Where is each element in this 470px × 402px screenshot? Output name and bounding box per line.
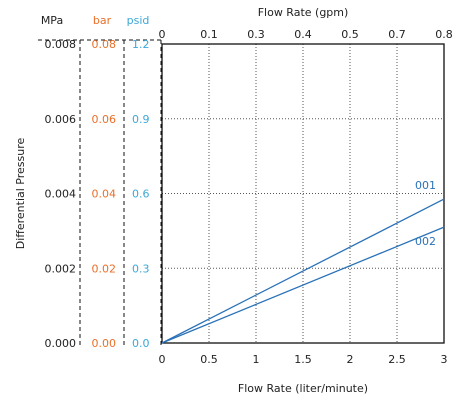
y-tick-label-mpa: 0.002 [45, 262, 77, 275]
x-top-tick-label: 0.7 [388, 28, 406, 41]
y-axis-unit-bar: bar [93, 14, 112, 27]
x-top-tick-label: 0.1 [200, 28, 218, 41]
x-top-tick-label: 0.4 [294, 28, 312, 41]
series-line-002 [161, 226, 445, 344]
x-bottom-tick-label: 2 [347, 353, 354, 366]
y-axis-title: Differential Pressure [14, 138, 27, 250]
series-label-002: 002 [415, 235, 436, 248]
y-axis-unit-mpa: MPa [41, 14, 63, 27]
y-tick-label-bar: 0.04 [92, 188, 117, 201]
y-tick-label-mpa: 0.006 [45, 113, 77, 126]
y-tick-label-psid: 0.9 [132, 113, 150, 126]
y-tick-label-psid: 0.6 [132, 188, 150, 201]
y-tick-label-psid: 0.0 [132, 337, 150, 350]
series-label-001: 001 [415, 179, 436, 192]
y-axis-unit-psid: psid [127, 14, 150, 27]
grid [162, 44, 444, 343]
labels: MPa0.0000.0020.0040.0060.008bar0.000.020… [14, 6, 453, 395]
y-tick-label-psid: 1.2 [132, 38, 150, 51]
x-top-axis-title: Flow Rate (gpm) [258, 6, 349, 19]
x-top-tick-label: 0 [159, 28, 166, 41]
y-tick-label-bar: 0.02 [92, 262, 117, 275]
series-line-001 [161, 198, 445, 344]
x-bottom-tick-label: 1.5 [294, 353, 312, 366]
x-top-tick-label: 0.8 [435, 28, 453, 41]
x-bottom-tick-label: 3 [441, 353, 448, 366]
x-top-tick-label: 0.3 [247, 28, 265, 41]
x-bottom-tick-label: 2.5 [388, 353, 406, 366]
axes [38, 39, 445, 345]
y-tick-label-psid: 0.3 [132, 262, 150, 275]
y-tick-label-bar: 0.00 [92, 337, 117, 350]
y-tick-label-mpa: 0.000 [45, 337, 77, 350]
x-bottom-tick-label: 0.5 [200, 353, 218, 366]
series [161, 198, 445, 344]
y-tick-label-bar: 0.08 [92, 38, 117, 51]
y-tick-label-bar: 0.06 [92, 113, 117, 126]
x-bottom-tick-label: 0 [159, 353, 166, 366]
x-top-tick-label: 0.5 [341, 28, 359, 41]
x-bottom-axis-title: Flow Rate (liter/minute) [238, 382, 368, 395]
x-bottom-tick-label: 1 [253, 353, 260, 366]
y-tick-label-mpa: 0.004 [45, 188, 77, 201]
plot-frame [161, 43, 445, 344]
y-tick-label-mpa: 0.008 [45, 38, 77, 51]
